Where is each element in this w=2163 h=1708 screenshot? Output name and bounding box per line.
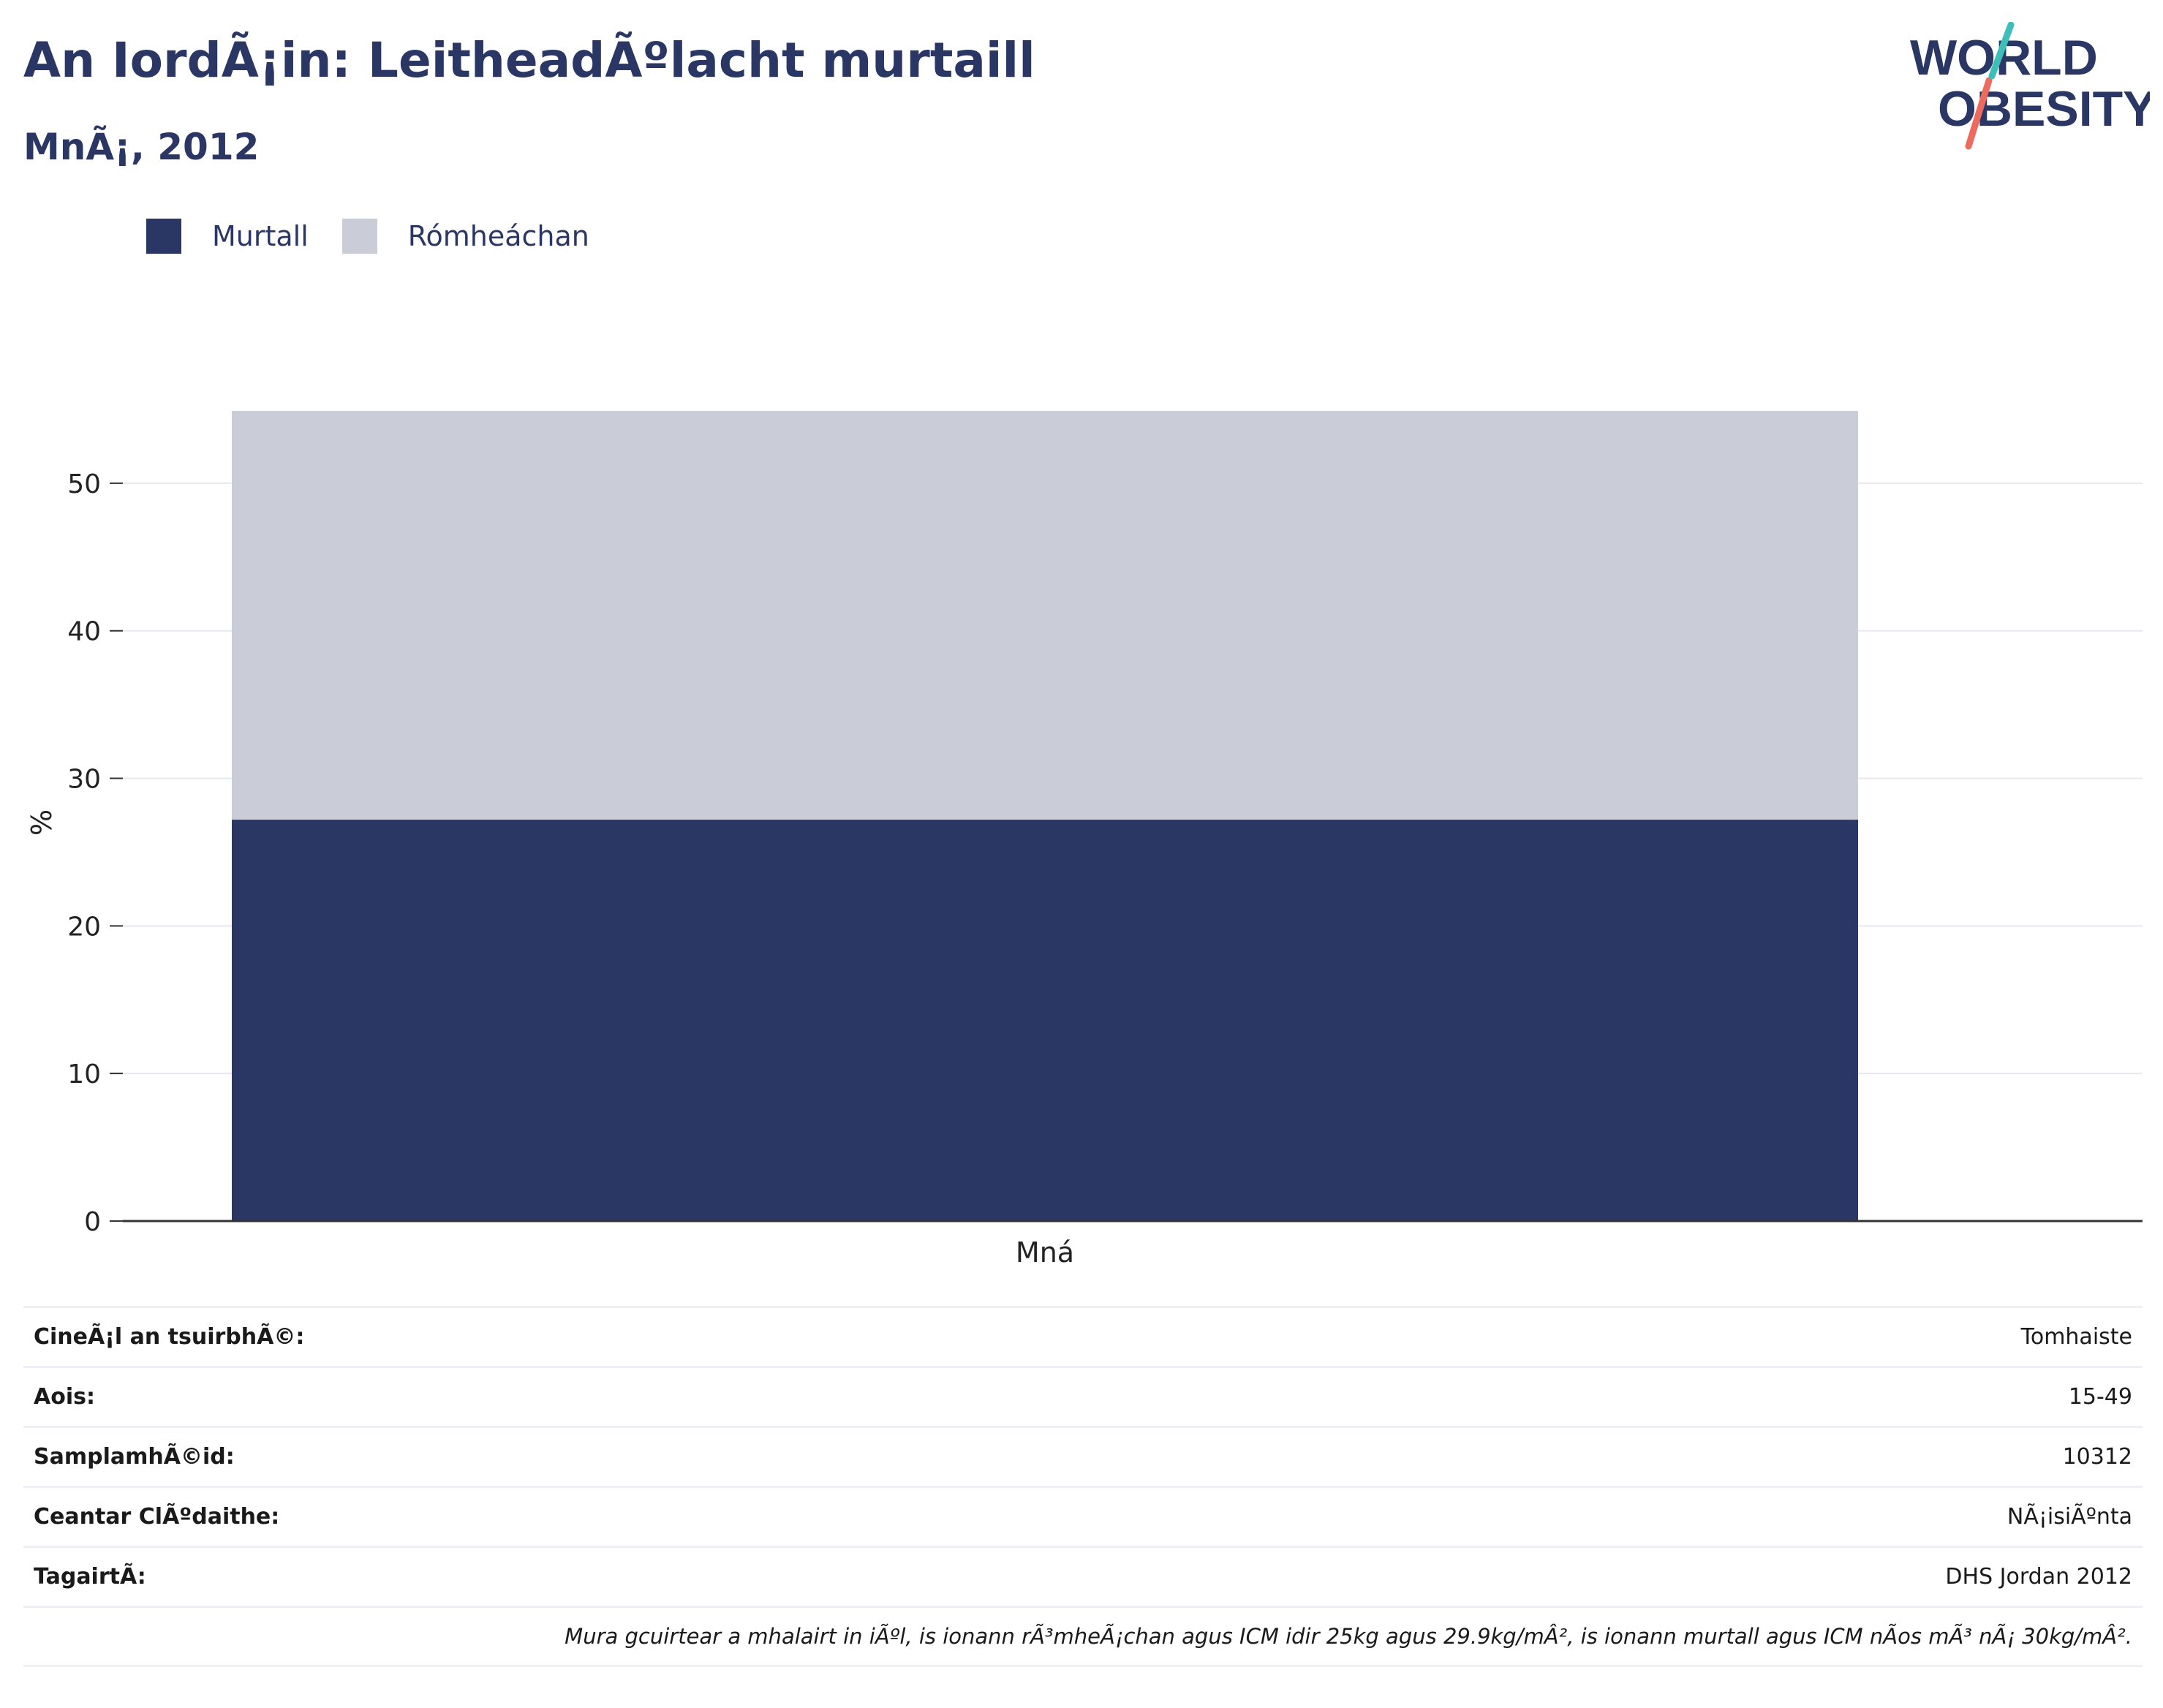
info-value: DHS Jordan 2012 — [1945, 1564, 2132, 1590]
y-tick-label: 0 — [84, 1207, 101, 1237]
info-row-reference: TagairtÃ: DHS Jordan 2012 — [23, 1546, 2143, 1606]
legend-swatch-romheachan — [341, 219, 377, 254]
info-value: Tomhaiste — [2020, 1324, 2132, 1350]
info-row-age: Aois: 15-49 — [23, 1366, 2143, 1426]
info-note-row: Mura gcuirtear a mhalairt in iÃºl, is io… — [23, 1606, 2143, 1667]
bar-chart: 0 10 20 30 40 50 Mná% — [26, 411, 2143, 1269]
info-value: 15-49 — [2068, 1384, 2132, 1410]
legend-item-murtall[interactable]: Murtall — [146, 219, 309, 254]
y-tick-label: 30 — [67, 765, 101, 795]
y-tick-label: 10 — [67, 1059, 101, 1089]
y-tick-label: 50 — [67, 469, 101, 499]
info-row-survey-type: CineÃ¡l an tsuirbhÃ©: Tomhaiste — [23, 1306, 2143, 1366]
page-title: An IordÃ¡in: LeitheadÃºlacht murtaill — [23, 32, 1035, 88]
info-key: Aois: — [34, 1384, 95, 1410]
logo-coral-stroke — [1965, 77, 1993, 150]
x-tick-label: Mná — [1016, 1236, 1074, 1269]
info-key: Ceantar ClÃºdaithe: — [34, 1504, 280, 1530]
y-tick-label: 20 — [67, 912, 101, 942]
info-row-sample-size: SamplamhÃ©id: 10312 — [23, 1426, 2143, 1486]
bar-segment-murtall — [232, 820, 1858, 1221]
bmi-definition-note: Mura gcuirtear a mhalairt in iÃºl, is io… — [565, 1624, 2132, 1649]
info-key: SamplamhÃ©id: — [34, 1444, 235, 1470]
legend-item-romheachan[interactable]: Rómheáchan — [341, 219, 589, 254]
y-tick-label: 40 — [67, 617, 101, 647]
survey-info-table: CineÃ¡l an tsuirbhÃ©: Tomhaiste Aois: 15… — [23, 1306, 2143, 1667]
info-value: 10312 — [2062, 1444, 2132, 1470]
info-key: CineÃ¡l an tsuirbhÃ©: — [34, 1324, 305, 1350]
page-subtitle: MnÃ¡, 2012 — [23, 126, 260, 168]
world-obesity-logo: WORLD OBESITY — [1910, 22, 2150, 150]
info-row-area-covered: Ceantar ClÃºdaithe: NÃ¡isiÃºnta — [23, 1486, 2143, 1546]
y-axis-label: % — [26, 809, 58, 836]
chart-legend: Murtall Rómheáchan — [146, 218, 623, 254]
legend-label-romheachan: Rómheáchan — [407, 220, 589, 252]
legend-label-murtall: Murtall — [212, 220, 309, 252]
info-value: NÃ¡isiÃºnta — [2007, 1504, 2132, 1530]
legend-swatch-murtall — [146, 219, 181, 254]
logo-teal-stroke — [1988, 22, 2015, 80]
info-key: TagairtÃ: — [34, 1564, 146, 1590]
bar-segment-romheachan — [232, 411, 1858, 820]
